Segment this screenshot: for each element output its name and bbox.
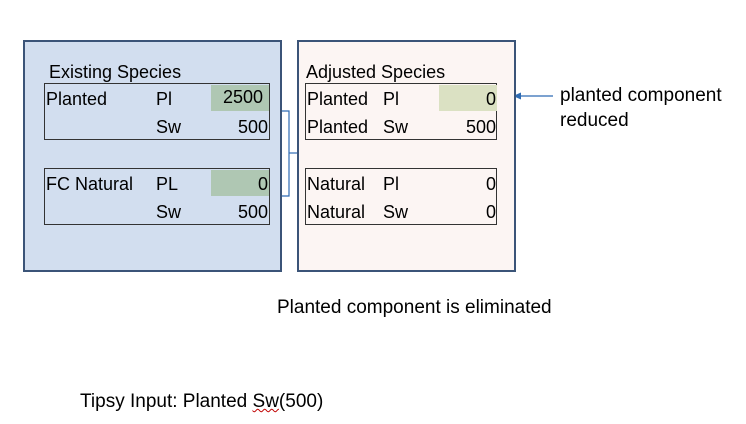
adjusted-species-label: Sw <box>383 202 409 222</box>
adjusted-component-label: Planted <box>307 89 369 109</box>
existing-natural-value-sw: 500 <box>237 202 268 222</box>
adjusted-species-title: Adjusted Species <box>306 62 446 82</box>
tipsy-species-spellcheck: Sw <box>252 391 279 412</box>
annotation-arrow-head <box>513 92 521 100</box>
adjusted-species-label: Sw <box>383 117 409 137</box>
existing-natural-value-pl: 0 <box>257 174 268 194</box>
existing-natural-label: FC Natural <box>46 174 134 194</box>
existing-planted-species-sw: Sw <box>156 117 182 137</box>
tipsy-input-text: Tipsy Input: Planted Sw(500) <box>80 390 323 414</box>
adjusted-component-label: Natural <box>307 174 366 194</box>
existing-planted-group: Planted Pl 2500 Sw 500 <box>44 83 270 140</box>
caption-text: Planted component is eliminated <box>277 297 552 318</box>
adjusted-value: 500 <box>465 117 496 137</box>
existing-planted-species-pl: Pl <box>156 89 173 109</box>
tipsy-prefix: Tipsy Input: Planted <box>80 391 253 412</box>
existing-natural-species-pl: PL <box>156 174 179 194</box>
annotation-line-2: reduced <box>560 110 629 131</box>
value-highlight <box>439 85 497 111</box>
adjusted-species-panel: Adjusted Species Planted Pl 0 Planted Sw… <box>297 40 516 272</box>
annotation-line-1: planted component <box>560 85 722 106</box>
existing-species-panel: Existing Species Planted Pl 2500 Sw 500 … <box>23 40 282 272</box>
value-highlight <box>211 85 269 111</box>
adjusted-value: 0 <box>485 202 496 222</box>
adjusted-component-label: Planted <box>307 117 369 137</box>
existing-species-title: Existing Species <box>49 62 182 82</box>
adjusted-component-label: Natural <box>307 202 366 222</box>
adjusted-species-label: Pl <box>383 174 400 194</box>
adjusted-natural-group: Natural Pl 0 Natural Sw 0 <box>305 168 497 225</box>
value-highlight <box>211 170 269 196</box>
existing-natural-species-sw: Sw <box>156 202 182 222</box>
adjusted-value: 0 <box>485 89 496 109</box>
adjusted-value: 0 <box>485 174 496 194</box>
existing-planted-label: Planted <box>46 89 108 109</box>
adjusted-planted-group: Planted Pl 0 Planted Sw 500 <box>305 83 497 140</box>
existing-planted-value-sw: 500 <box>237 117 268 137</box>
existing-planted-value-pl: 2500 <box>222 87 263 107</box>
existing-natural-group: FC Natural PL 0 Sw 500 <box>44 168 270 225</box>
tipsy-suffix: (500) <box>278 391 324 412</box>
adjusted-species-label: Pl <box>383 89 400 109</box>
